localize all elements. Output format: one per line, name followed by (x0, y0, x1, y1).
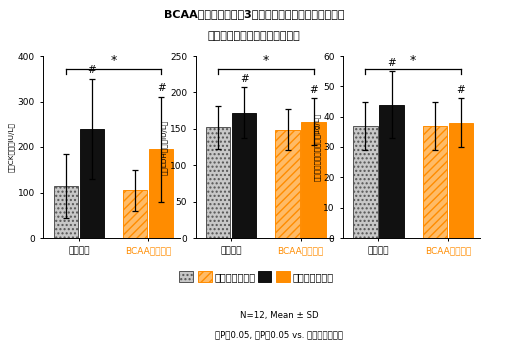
Text: N=12, Mean ± SD: N=12, Mean ± SD (240, 311, 319, 320)
Bar (275, 130, 300, 238)
Bar (123, 190, 147, 238)
Bar (379, 105, 404, 238)
Bar (149, 149, 173, 238)
Text: *: * (410, 54, 417, 67)
Bar (206, 127, 230, 238)
Bar (80, 129, 104, 238)
Text: #: # (157, 83, 166, 93)
Text: ＊P＜0.05, ＃P＜0.05 vs. トレーニング前: ＊P＜0.05, ＃P＜0.05 vs. トレーニング前 (215, 330, 343, 340)
Bar (449, 123, 473, 238)
Text: BCAA含有飲料摂取が3日間の高強度トレーニング中の: BCAA含有飲料摂取が3日間の高強度トレーニング中の (164, 9, 344, 19)
Text: #: # (87, 65, 96, 75)
Bar (54, 186, 78, 238)
Text: #: # (457, 85, 465, 95)
Bar (232, 113, 257, 238)
Y-axis label: 血中CK活性（IU/L）: 血中CK活性（IU/L） (8, 122, 15, 172)
Text: #: # (309, 85, 318, 95)
Text: #: # (387, 57, 396, 68)
Text: *: * (110, 54, 117, 67)
Y-axis label: 血中LDH活性（IU/L）: 血中LDH活性（IU/L） (161, 119, 167, 175)
Bar (354, 126, 377, 238)
Text: *: * (263, 54, 269, 67)
Legend: , トレーニング前, , トレーニング後: , トレーニング前, , トレーニング後 (179, 271, 334, 282)
Y-axis label: 脂質過酸化エスターゼ（μg/L）: 脂質過酸化エスターゼ（μg/L） (313, 113, 320, 181)
Bar (301, 121, 326, 238)
Bar (423, 126, 447, 238)
Text: 筋損傷および炎症に及ぼす影響: 筋損傷および炎症に及ぼす影響 (208, 32, 300, 42)
Text: #: # (240, 74, 248, 84)
